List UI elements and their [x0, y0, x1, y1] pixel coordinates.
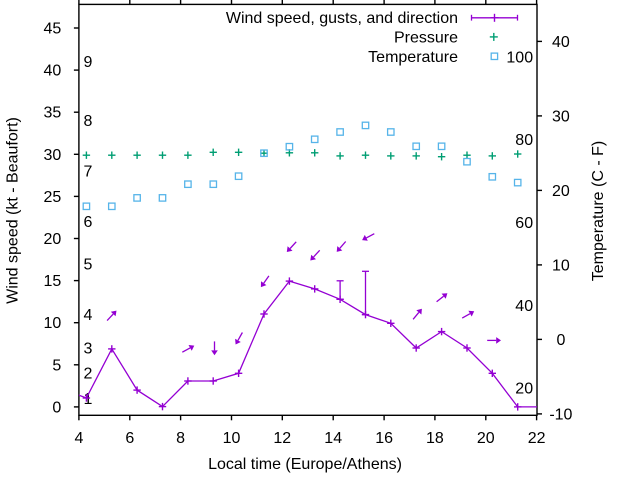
svg-text:20: 20 [515, 381, 533, 398]
svg-text:14: 14 [324, 430, 342, 447]
svg-text:8: 8 [84, 113, 93, 130]
svg-text:Temperature (C - F): Temperature (C - F) [590, 141, 607, 281]
svg-text:1: 1 [84, 391, 93, 408]
svg-text:3: 3 [84, 341, 93, 358]
svg-text:9: 9 [84, 54, 93, 71]
svg-text:22: 22 [528, 430, 546, 447]
svg-text:5: 5 [52, 357, 61, 374]
svg-text:35: 35 [44, 105, 62, 122]
svg-text:100: 100 [506, 50, 533, 67]
svg-text:40: 40 [515, 298, 533, 315]
svg-text:4: 4 [74, 430, 83, 447]
svg-text:20: 20 [552, 183, 570, 200]
svg-text:80: 80 [515, 132, 533, 149]
svg-text:30: 30 [552, 108, 570, 125]
svg-text:Pressure: Pressure [394, 29, 458, 46]
svg-text:16: 16 [375, 430, 393, 447]
svg-text:12: 12 [273, 430, 291, 447]
svg-text:Wind speed (kt - Beaufort): Wind speed (kt - Beaufort) [4, 117, 21, 304]
svg-text:40: 40 [44, 63, 62, 80]
svg-text:Temperature: Temperature [368, 49, 458, 66]
svg-text:10: 10 [223, 430, 241, 447]
svg-text:7: 7 [84, 164, 93, 181]
svg-text:Wind speed, gusts, and directi: Wind speed, gusts, and direction [226, 10, 458, 27]
svg-text:60: 60 [515, 215, 533, 232]
svg-text:25: 25 [44, 189, 62, 206]
svg-text:15: 15 [44, 273, 62, 290]
svg-text:20: 20 [477, 430, 495, 447]
svg-text:10: 10 [552, 257, 570, 274]
svg-text:-10: -10 [549, 406, 572, 423]
svg-text:2: 2 [84, 366, 93, 383]
svg-text:45: 45 [44, 21, 62, 38]
svg-text:4: 4 [84, 307, 93, 324]
svg-text:18: 18 [426, 430, 444, 447]
svg-text:8: 8 [176, 430, 185, 447]
svg-text:30: 30 [44, 147, 62, 164]
svg-text:0: 0 [52, 399, 61, 416]
svg-text:10: 10 [44, 315, 62, 332]
svg-text:6: 6 [84, 214, 93, 231]
svg-text:0: 0 [556, 332, 565, 349]
svg-text:Local time (Europe/Athens): Local time (Europe/Athens) [208, 456, 402, 473]
svg-text:6: 6 [125, 430, 134, 447]
svg-text:40: 40 [552, 34, 570, 51]
svg-text:5: 5 [84, 256, 93, 273]
svg-text:20: 20 [44, 231, 62, 248]
